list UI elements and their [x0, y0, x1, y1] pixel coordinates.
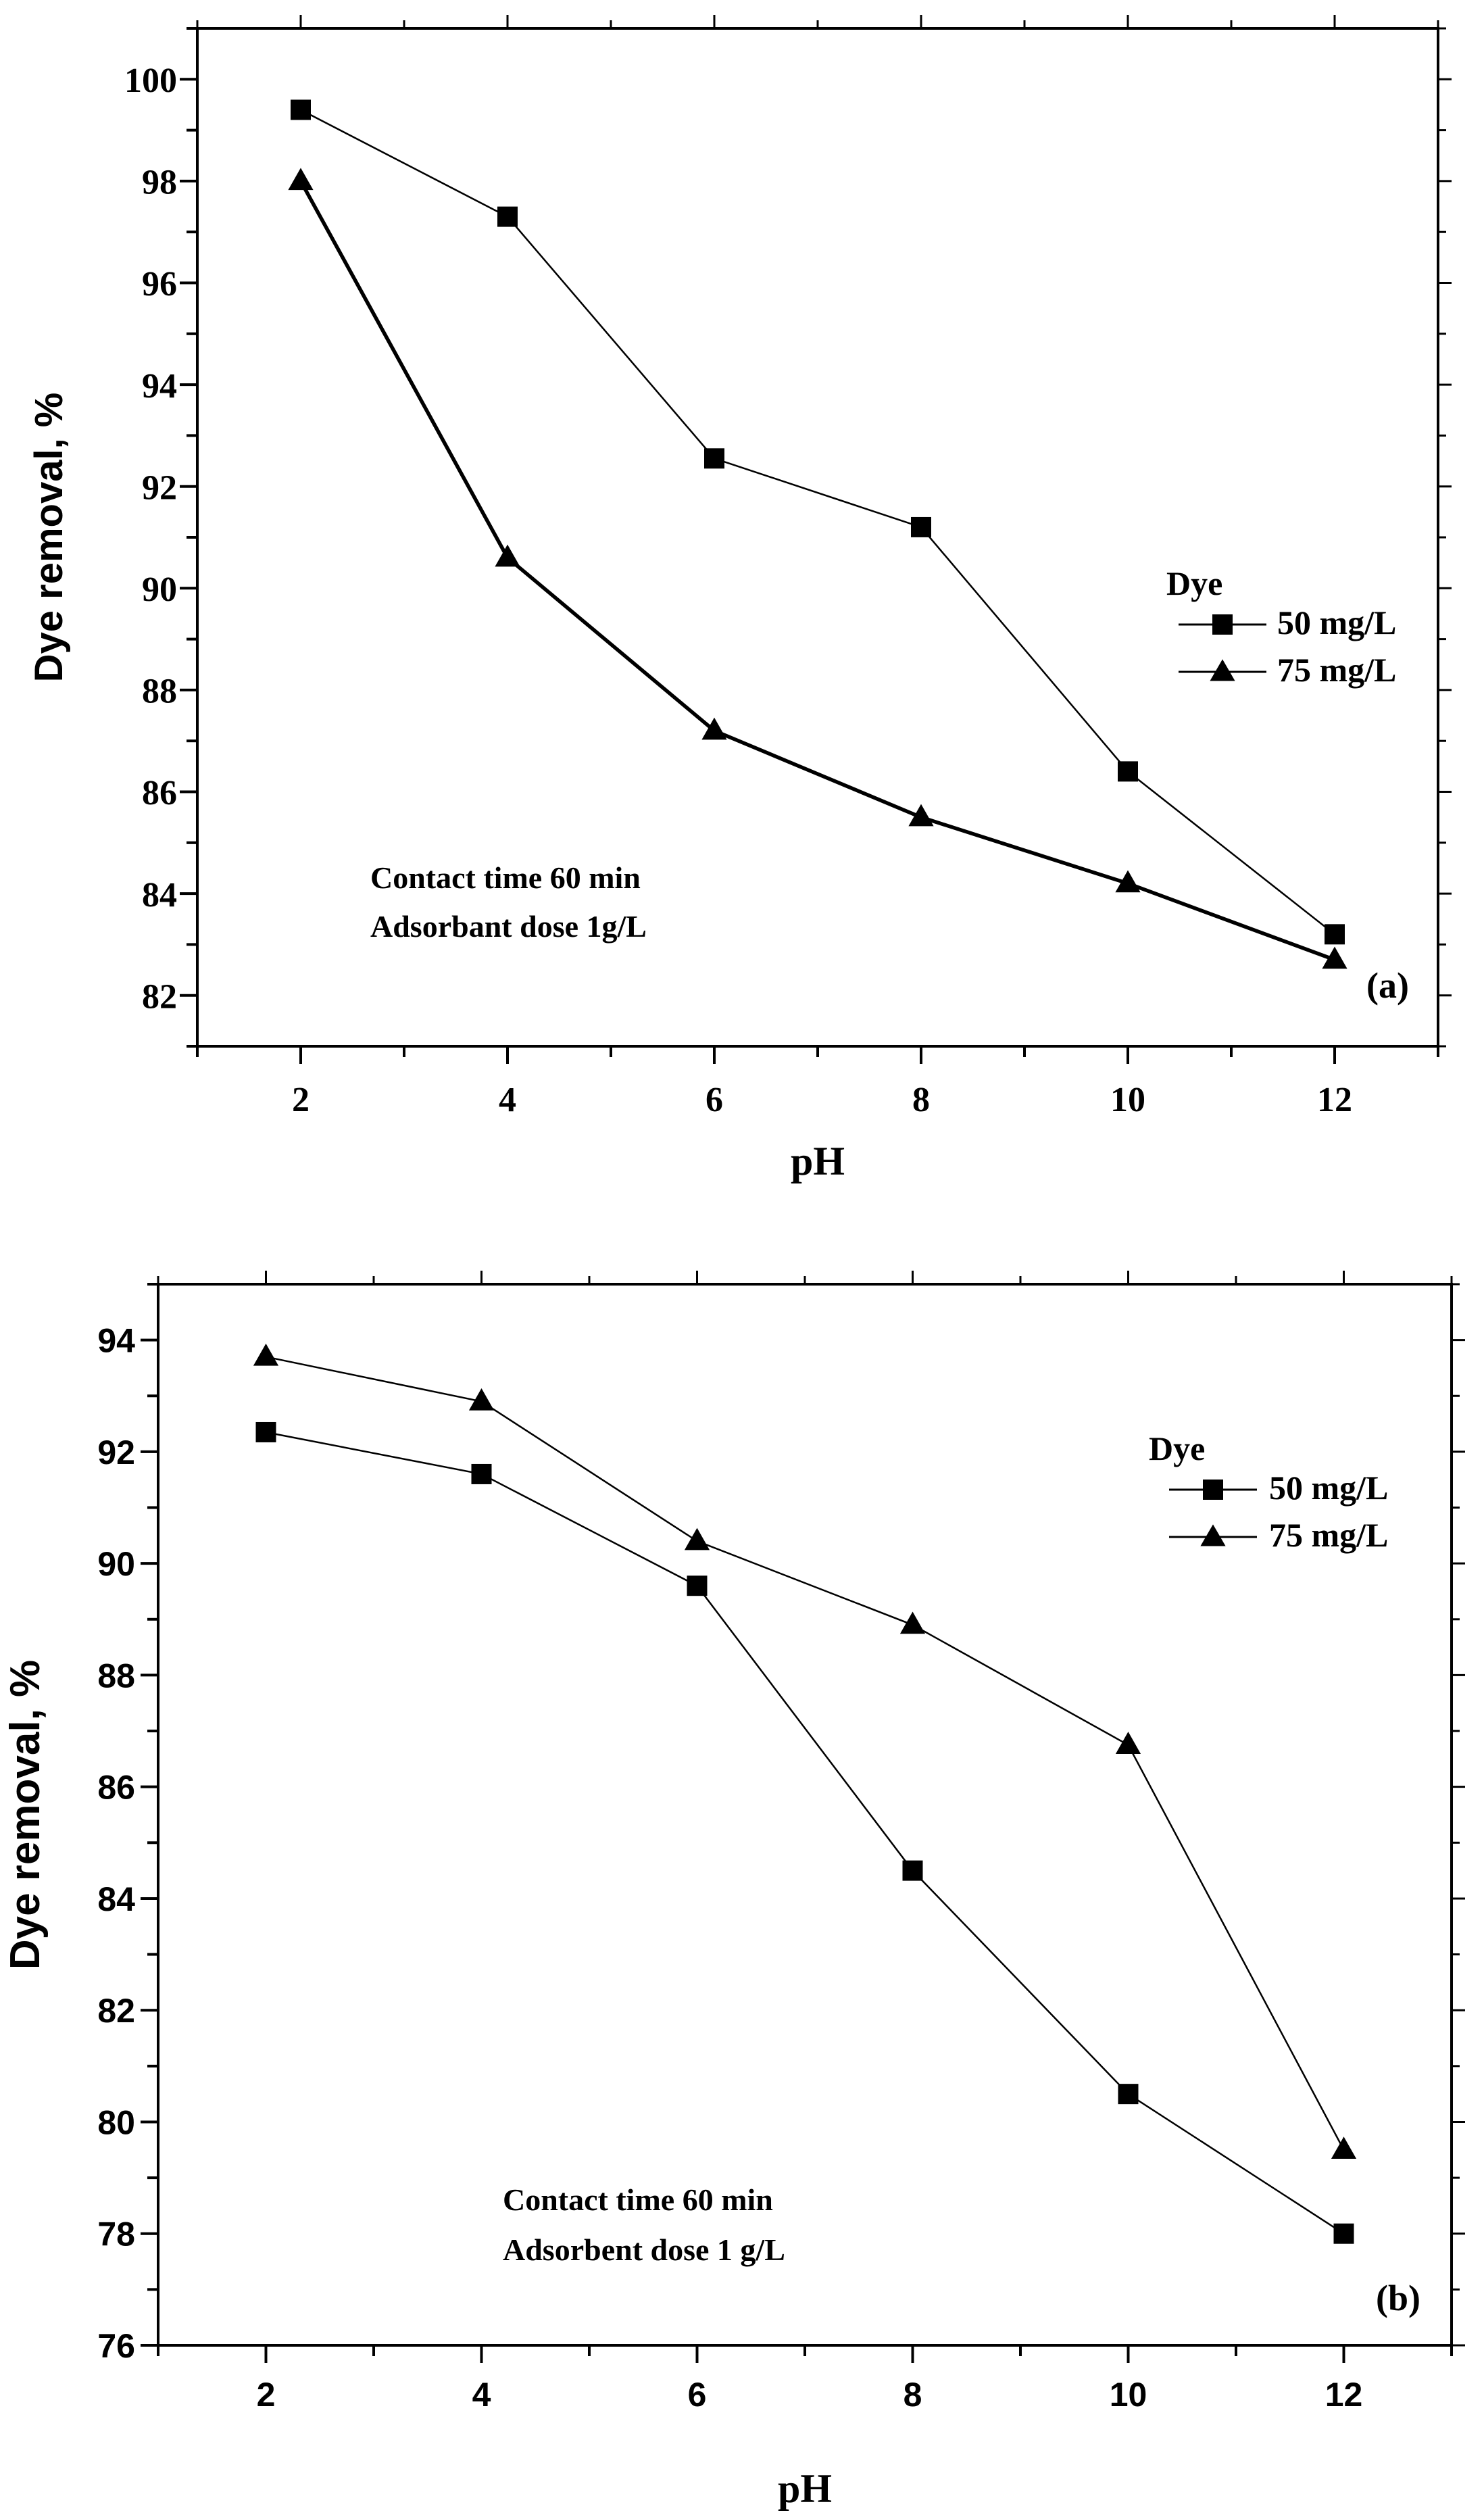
data-point-triangle	[495, 544, 520, 567]
data-point-triangle	[1331, 2136, 1357, 2159]
data-point-square	[1118, 2084, 1139, 2105]
legend-marker-square	[1212, 614, 1233, 635]
x-tick-label: 2	[292, 1081, 310, 1119]
y-tick-label: 94	[97, 1322, 135, 1360]
series-line-50mg	[300, 109, 1335, 935]
data-point-triangle	[908, 804, 934, 827]
data-point-square	[471, 1463, 492, 1484]
data-point-square	[902, 1860, 923, 1881]
panel-label: (a)	[1366, 965, 1409, 1006]
x-axis-label: pH	[791, 1139, 845, 1183]
legend-label: 50 mg/L	[1277, 604, 1396, 641]
x-tick-label: 8	[912, 1081, 930, 1119]
data-point-triangle	[253, 1343, 279, 1366]
condition-annotation: Contact time 60 min	[503, 2182, 773, 2217]
legend-label: 75 mg/L	[1269, 1516, 1388, 1554]
data-point-square	[497, 206, 518, 227]
y-tick-label: 78	[97, 2216, 135, 2253]
data-point-square	[1333, 2223, 1354, 2244]
y-axis-label: Dye removal, %	[2, 1660, 49, 1970]
y-tick-label: 88	[97, 1657, 135, 1694]
legend-marker-triangle	[1200, 1524, 1226, 1546]
y-tick-label: 92	[142, 468, 177, 507]
condition-annotation: Adsorbent dose 1 g/L	[503, 2232, 785, 2267]
y-tick-label: 98	[142, 164, 177, 202]
data-point-square	[704, 448, 724, 469]
data-point-square	[255, 1421, 276, 1442]
y-tick-label: 92	[97, 1434, 135, 1471]
x-axis-label: pH	[778, 2466, 832, 2511]
series-line-50mg	[266, 1431, 1345, 2234]
data-point-triangle	[468, 1388, 495, 1411]
legend-title: Dye	[1166, 564, 1222, 602]
data-point-square	[291, 99, 311, 120]
y-tick-label: 86	[142, 774, 177, 812]
y-tick-label: 100	[124, 62, 177, 100]
chart-panel-a: 2 4 6 8 10 12 82 84 86 88 90 92 94 96 98 100 pH Dye remov…	[27, 15, 1452, 1183]
x-tick-label: 6	[706, 1081, 723, 1119]
y-axis-label: Dye removal, %	[27, 393, 71, 683]
data-point-triangle	[1322, 946, 1347, 969]
x-tick-label: 12	[1325, 2376, 1363, 2414]
y-tick-label: 96	[142, 265, 177, 303]
x-tick-label: 10	[1110, 2376, 1147, 2414]
data-point-square	[1118, 761, 1138, 782]
y-tick-label: 94	[142, 367, 177, 406]
legend-label: 50 mg/L	[1269, 1469, 1388, 1507]
panel-label: (b)	[1376, 2278, 1420, 2318]
data-point-triangle	[684, 1528, 710, 1550]
chart-panel-b: 2 4 6 8 10 12 76 78 80 82 84 86 88 90 92 94 pH Dye remova…	[2, 1271, 1465, 2511]
data-point-square	[687, 1575, 708, 1596]
x-tick-label: 6	[688, 2376, 707, 2414]
y-tick-label: 82	[97, 1992, 135, 2030]
data-point-triangle	[1115, 1732, 1141, 1754]
data-point-square	[1325, 924, 1345, 945]
x-tick-label: 12	[1317, 1081, 1352, 1119]
x-tick-label: 4	[472, 2376, 491, 2414]
legend-title: Dye	[1149, 1429, 1205, 1467]
legend-marker-triangle	[1210, 659, 1235, 681]
y-tick-label: 82	[142, 977, 177, 1016]
y-tick-label: 84	[97, 1880, 135, 1918]
y-tick-label: 84	[142, 876, 177, 914]
y-tick-label: 76	[97, 2327, 135, 2365]
y-tick-label: 80	[97, 2103, 135, 2141]
data-point-triangle	[701, 717, 727, 740]
y-tick-label: 90	[142, 570, 177, 609]
series-line-75mg	[299, 180, 1335, 962]
x-tick-label: 8	[904, 2376, 922, 2414]
x-tick-label: 10	[1110, 1081, 1145, 1119]
y-tick-label: 86	[97, 1769, 135, 1807]
series-line-75mg	[266, 1356, 1345, 2151]
x-tick-label: 2	[257, 2376, 276, 2414]
data-point-triangle	[1115, 870, 1141, 893]
y-tick-label: 90	[97, 1545, 135, 1583]
condition-annotation: Contact time 60 min	[370, 860, 641, 895]
data-point-triangle	[288, 168, 314, 191]
legend-marker-square	[1203, 1480, 1223, 1500]
x-tick-label: 4	[499, 1081, 516, 1119]
plot-frame	[157, 1283, 1453, 2347]
data-point-square	[911, 516, 931, 537]
legend-label: 75 mg/L	[1277, 651, 1396, 689]
y-tick-label: 88	[142, 673, 177, 711]
data-point-triangle	[899, 1611, 926, 1634]
condition-annotation: Adsorbant dose 1g/L	[370, 909, 647, 944]
